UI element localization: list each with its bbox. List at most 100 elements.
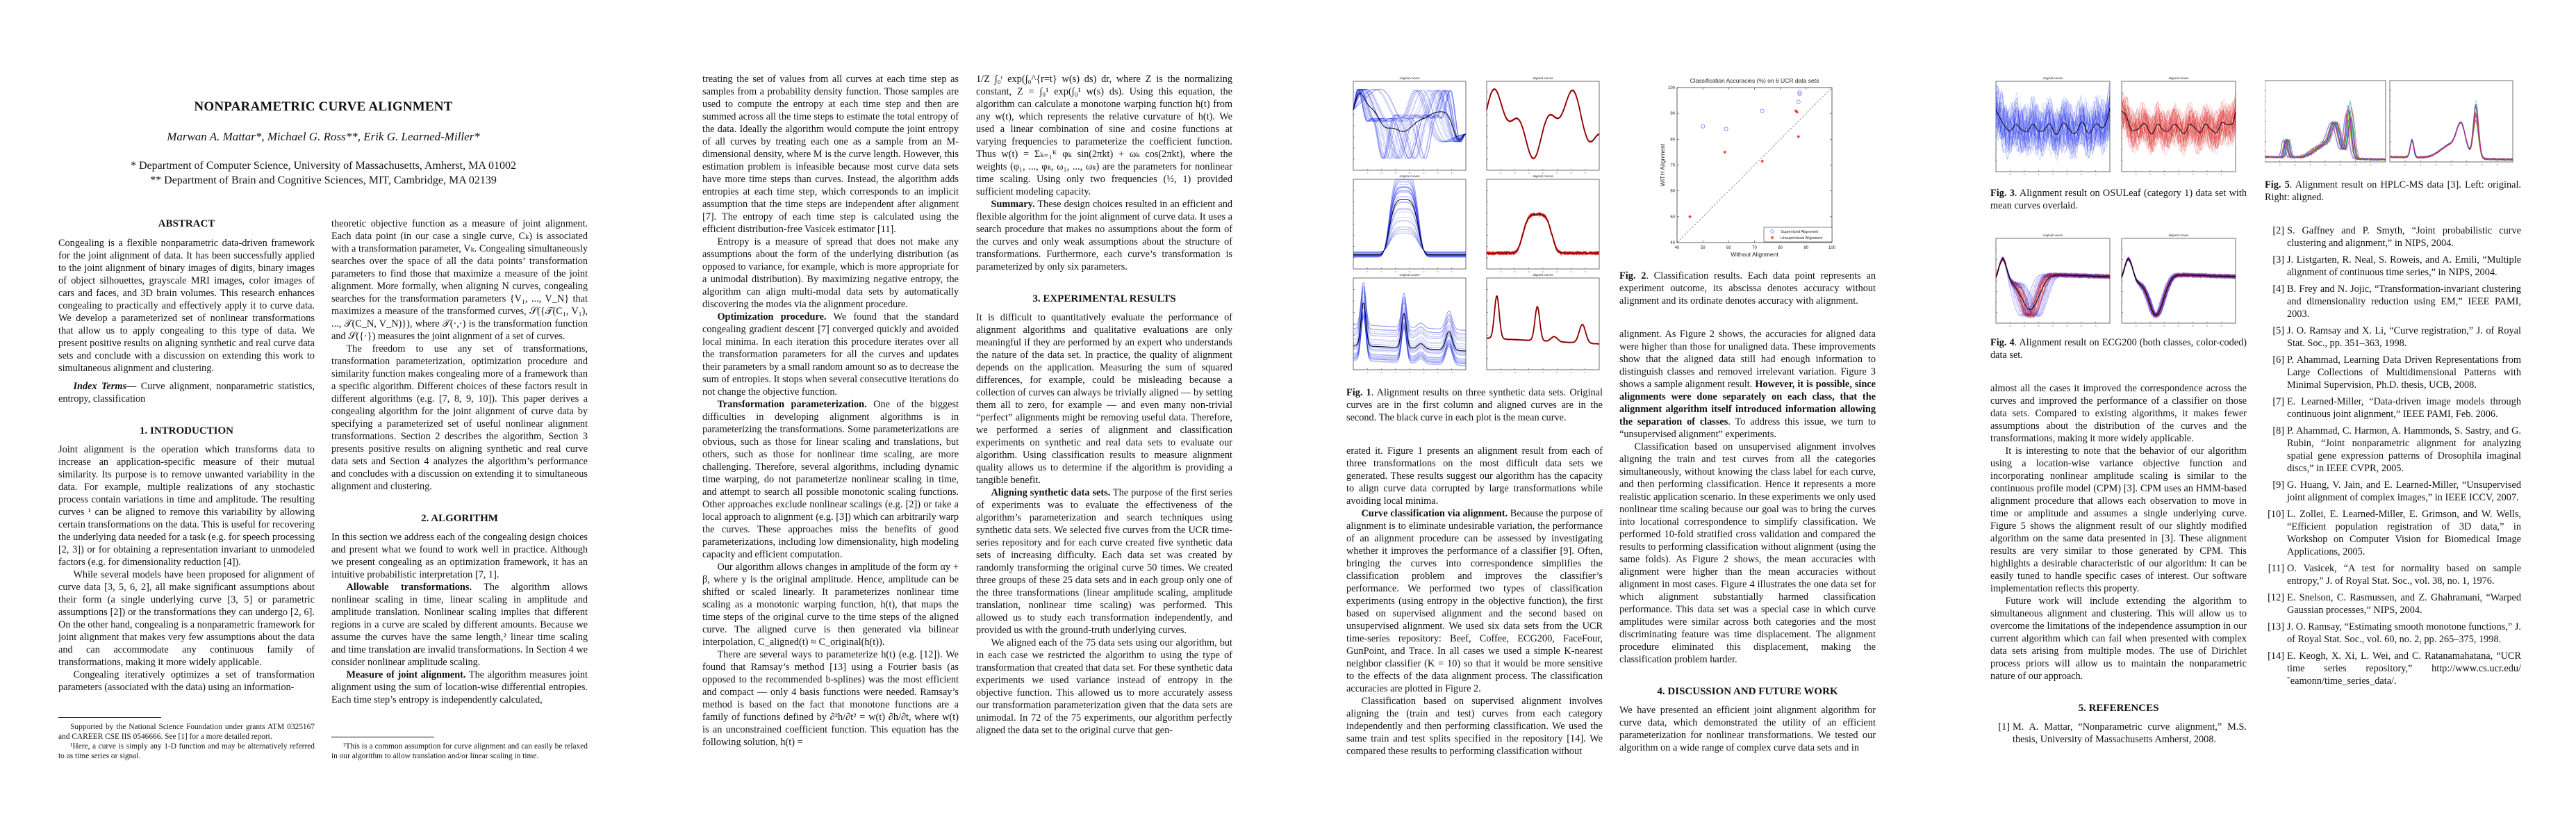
plot-frame <box>1995 238 2111 324</box>
curve-line <box>2121 95 2236 150</box>
curve-line <box>1995 104 2111 145</box>
chart-svg: Classification Accuracies (%) on 6 UCR d… <box>1659 77 1836 258</box>
curve-line <box>1995 257 2111 318</box>
paragraph: erated it. Figure 1 presents an alignmen… <box>1346 445 1603 507</box>
paragraph: Our algorithm allows changes in amplitud… <box>702 561 959 648</box>
curve-line <box>1486 213 1600 254</box>
page-2: treating the set of values from all curv… <box>644 0 1288 834</box>
figure-label: Fig. 5 <box>2265 179 2290 190</box>
curve-line <box>1353 187 1466 256</box>
footnotes: ²This is a common assumption for curve a… <box>331 737 588 761</box>
curve-line <box>1995 105 2111 153</box>
plot-title: original curves <box>2042 76 2063 80</box>
reference-number: [3] <box>2272 254 2284 265</box>
curve-line <box>1353 186 1466 256</box>
curve-line <box>2121 105 2236 147</box>
plot-title: aligned curves <box>1533 273 1553 277</box>
curve-line <box>1486 88 1600 159</box>
paragraph: Measure of joint alignment. The algorith… <box>331 669 588 706</box>
data-point-unsupervised <box>1688 215 1692 219</box>
curve-line <box>1353 312 1466 361</box>
reference-item: [12] E. Snelson, C. Rasmussen, and Z. Gha… <box>2265 591 2521 616</box>
plot-frame <box>1995 81 2111 172</box>
curve-line <box>1996 85 2111 158</box>
curve-line <box>1353 88 1467 159</box>
curve-line <box>1995 258 2111 317</box>
curve-line <box>1353 233 1466 252</box>
reference-item: [1] M. A. Mattar, “Nonparametric curve al… <box>1990 721 2247 746</box>
reference-item: [9] G. Huang, V. Jain, and E. Learned-Mil… <box>2265 479 2521 504</box>
figure-plot-svg <box>2265 80 2513 165</box>
curve-line <box>2121 258 2236 317</box>
curve-line <box>2121 99 2236 156</box>
curve-line <box>2121 101 2236 155</box>
curve-line <box>1353 296 1467 345</box>
run-in-heading: Summary. <box>991 199 1035 210</box>
curve-line <box>1353 316 1467 364</box>
run-in-heading: Allowable transformations. <box>346 582 472 593</box>
curve-line <box>1353 179 1466 257</box>
section-heading: 3. EXPERIMENTAL RESULTS <box>1032 293 1176 304</box>
curve-line <box>1353 89 1467 159</box>
curve-line <box>1353 302 1466 352</box>
curve-line <box>1353 297 1467 346</box>
run-in-heading: Measure of joint alignment. <box>346 669 466 680</box>
paragraph: There are several ways to parameterize h… <box>702 648 959 749</box>
curve-line <box>1353 208 1466 254</box>
paragraph-text: Classification based on unsupervised ali… <box>1619 441 1876 665</box>
curve-line <box>1995 99 2111 152</box>
curve-line <box>1353 88 1467 159</box>
paragraph: Congealing is a flexible nonparametric d… <box>58 237 315 375</box>
curve-line <box>2121 97 2236 146</box>
paragraph-text: Entropy is a measure of spread that does… <box>702 236 959 310</box>
figure-caption: Fig. 4. Alignment result on ECG200 (both… <box>1990 336 2247 361</box>
page-3: original curves aligned curves original cu… <box>1288 0 1932 834</box>
curve-line <box>1995 259 2111 318</box>
curve-line <box>2121 96 2236 155</box>
paragraph-text: One of the biggest difficulties in devel… <box>702 399 959 560</box>
curve-line <box>2121 106 2236 147</box>
reference-text: J. O. Ramsay, “Estimating smooth monoton… <box>2287 621 2521 645</box>
curve-line <box>1995 107 2111 150</box>
star-stroke <box>1688 215 1692 218</box>
star-stroke <box>1794 109 1797 113</box>
curve-line <box>1995 98 2111 155</box>
reference-item: [8] P. Ahammad, C. Harmon, A. Hammonds, S… <box>2265 425 2521 475</box>
x-axis-label: Without Alignment <box>1731 251 1778 258</box>
curve-line <box>1353 313 1467 362</box>
run-in-heading: Curve classification via alignment. <box>1361 508 1508 519</box>
curve-line <box>2121 99 2236 145</box>
paragraph: Allowable transformations. The algorithm… <box>331 581 588 669</box>
paragraph-text: It is interesting to note that the behav… <box>1990 445 2247 594</box>
curve-line <box>1995 85 2111 159</box>
paragraph: theoretic objective function as a measur… <box>331 218 588 343</box>
curve-line <box>1353 88 1467 159</box>
paragraph: We have presented an efficient joint ali… <box>1619 704 1876 754</box>
paragraph: While several models have been proposed … <box>58 569 315 669</box>
curve-line <box>2121 256 2236 318</box>
curve-line <box>1353 88 1467 159</box>
paragraph: 1/Z ∫₀ᵗ exp(∫₀^{r=t} w(s) ds) dr, where … <box>976 73 1232 198</box>
data-point-supervised <box>1796 99 1801 104</box>
x-tick-label: 50 <box>1701 246 1706 250</box>
curve-line <box>1995 105 2111 154</box>
data-point-supervised <box>1724 126 1728 131</box>
curve-line <box>2121 257 2236 317</box>
paragraph-text: These design choices resulted in an effi… <box>976 199 1232 272</box>
curve-line <box>1353 291 1466 339</box>
curve-line <box>2121 259 2236 316</box>
plot-frame <box>1486 179 1600 270</box>
curve-line <box>1353 199 1466 256</box>
curve-line <box>1353 282 1467 331</box>
curve-line <box>1353 306 1467 355</box>
curve-line <box>1353 88 1467 159</box>
curve-line <box>1353 220 1466 254</box>
reference-number: [13] <box>2268 621 2284 632</box>
curve-line <box>2121 256 2236 318</box>
paragraph: It is interesting to note that the behav… <box>1990 445 2247 595</box>
footnote: Supported by the National Science Founda… <box>58 723 315 741</box>
footnote-rule <box>58 717 161 718</box>
curve-line <box>2121 101 2236 150</box>
curve-line <box>1353 208 1466 254</box>
curve-line <box>1353 190 1466 256</box>
